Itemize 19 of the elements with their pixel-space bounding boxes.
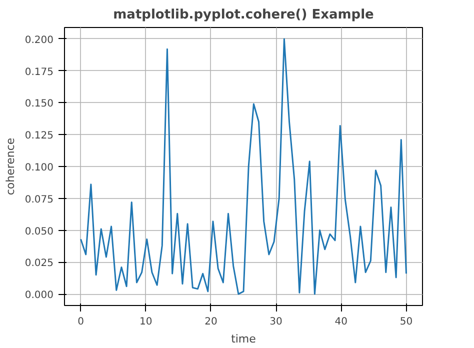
y-tick-label: 0.175 <box>24 66 54 78</box>
x-tick-label: 10 <box>140 316 152 328</box>
y-tick-label: 0.000 <box>24 290 54 302</box>
y-axis-title: coherence <box>4 138 17 196</box>
line-series <box>80 38 407 295</box>
chart-title: matplotlib.pyplot.cohere() Example <box>113 8 374 22</box>
y-tick-label: 0.200 <box>24 34 54 46</box>
y-tick-label: 0.025 <box>24 258 54 270</box>
x-tick-label: 50 <box>400 316 413 328</box>
x-tick-label: 20 <box>204 316 218 328</box>
y-tick-label: 0.100 <box>24 162 54 174</box>
y-tick-label: 0.050 <box>24 226 54 238</box>
y-tick-label: 0.125 <box>24 130 54 142</box>
y-tick-label: 0.075 <box>24 194 54 206</box>
x-axis-title: time <box>231 332 256 346</box>
x-tick-label: 30 <box>270 316 282 328</box>
y-tick-label: 0.150 <box>24 98 54 110</box>
x-tick-label: 40 <box>334 316 348 328</box>
x-tick-label: 0 <box>78 316 84 328</box>
